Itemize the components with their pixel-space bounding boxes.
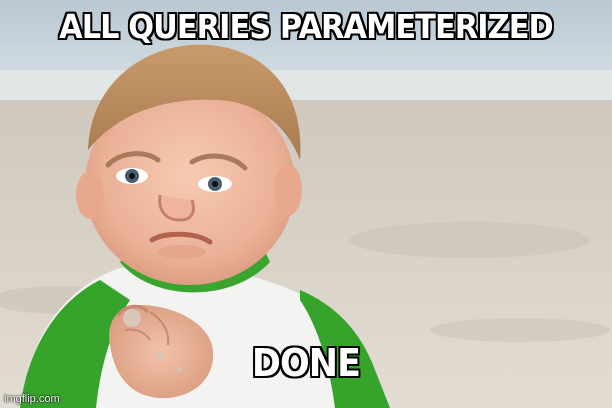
watermark: imgflip.com bbox=[4, 393, 60, 405]
top-caption: ALL QUERIES PARAMETERIZED bbox=[58, 7, 554, 46]
bottom-caption: DONE bbox=[251, 341, 362, 385]
